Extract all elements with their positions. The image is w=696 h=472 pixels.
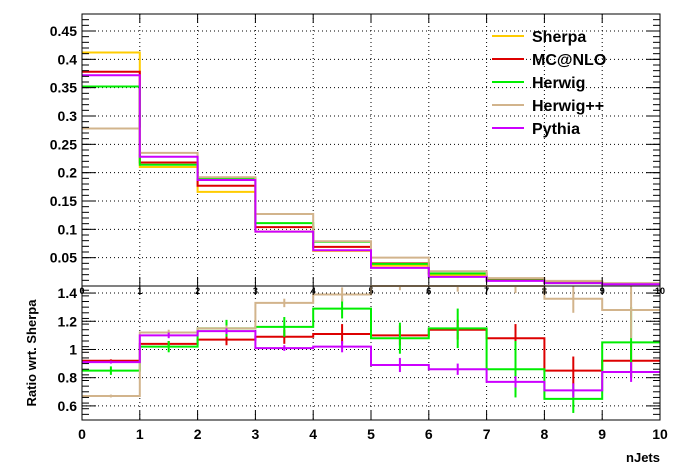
x-tick-label: 10 (652, 426, 668, 442)
bottom-x-tick-labels: 0 1 2 3 4 5 6 7 8 9 10 (78, 426, 668, 442)
legend-item: Pythia (492, 121, 580, 138)
legend: Sherpa MC@NLO Herwig Herwig++ Pythia (492, 29, 606, 138)
bottom-series (82, 285, 660, 413)
series-pythia (82, 328, 660, 398)
y-tick-label: 0.2 (58, 165, 78, 181)
series-step-line (82, 330, 660, 392)
bottom-y-tick-labels: 0.6 0.8 1 1.2 1.4 (58, 285, 78, 414)
y-tick-label: 0.05 (50, 250, 77, 266)
legend-label: Herwig++ (532, 98, 604, 115)
y-tick-label: 1.2 (58, 313, 78, 329)
x-tick-label: 2 (194, 426, 202, 442)
y-tick-label: 0.25 (50, 136, 77, 152)
top-y-tick-labels: 0.05 0.1 0.15 0.2 0.25 0.3 0.35 0.4 0.45 (50, 23, 77, 266)
bottom-axis-ticks (81, 286, 661, 421)
top-grid (82, 14, 660, 286)
legend-item: Herwig (492, 75, 585, 92)
y-tick-label: 0.8 (58, 370, 78, 386)
top-axis-ticks (81, 13, 661, 287)
y-tick-label: 0.6 (58, 398, 78, 414)
x-tick-label: 8 (541, 426, 549, 442)
x-tick-label: 6 (425, 426, 433, 442)
legend-label: Herwig (532, 75, 585, 92)
legend-item: Sherpa (492, 29, 586, 46)
legend-label: Sherpa (532, 29, 586, 46)
y-tick-label: 0.35 (50, 80, 77, 96)
series-step-line (82, 307, 660, 400)
y-tick-label: 0.15 (50, 193, 77, 209)
x-axis-title: nJets (626, 450, 660, 465)
x-tick-label: 0 (78, 426, 86, 442)
y-tick-label: 1 (69, 341, 77, 357)
legend-label: MC@NLO (532, 52, 606, 69)
y-tick-label: 0.1 (58, 221, 78, 237)
x-tick-label: 7 (483, 426, 491, 442)
y-tick-label: 0.45 (50, 23, 77, 39)
bottom-panel: 0.6 0.8 1 1.2 1.4 0 1 2 3 4 5 6 7 8 9 10 nJets Ratio w… (24, 285, 668, 465)
x-tick-label: 1 (136, 426, 144, 442)
y-tick-label: 0.4 (58, 51, 78, 67)
legend-item: MC@NLO (492, 52, 606, 69)
y-tick-label: 1.4 (58, 285, 78, 301)
x-tick-label: 5 (367, 426, 375, 442)
top-panel: 0.05 0.1 0.15 0.2 0.25 0.3 0.35 0.4 0.45 0123456… (50, 13, 665, 296)
x-tick-label: 3 (252, 426, 260, 442)
x-tick-label: 4 (309, 426, 317, 442)
legend-label: Pythia (532, 121, 580, 138)
y-axis-title: Ratio wrt. Sherpa (24, 299, 39, 407)
y-tick-label: 0.3 (58, 108, 78, 124)
x-tick-label: 9 (598, 426, 606, 442)
legend-item: Herwig++ (492, 98, 604, 115)
